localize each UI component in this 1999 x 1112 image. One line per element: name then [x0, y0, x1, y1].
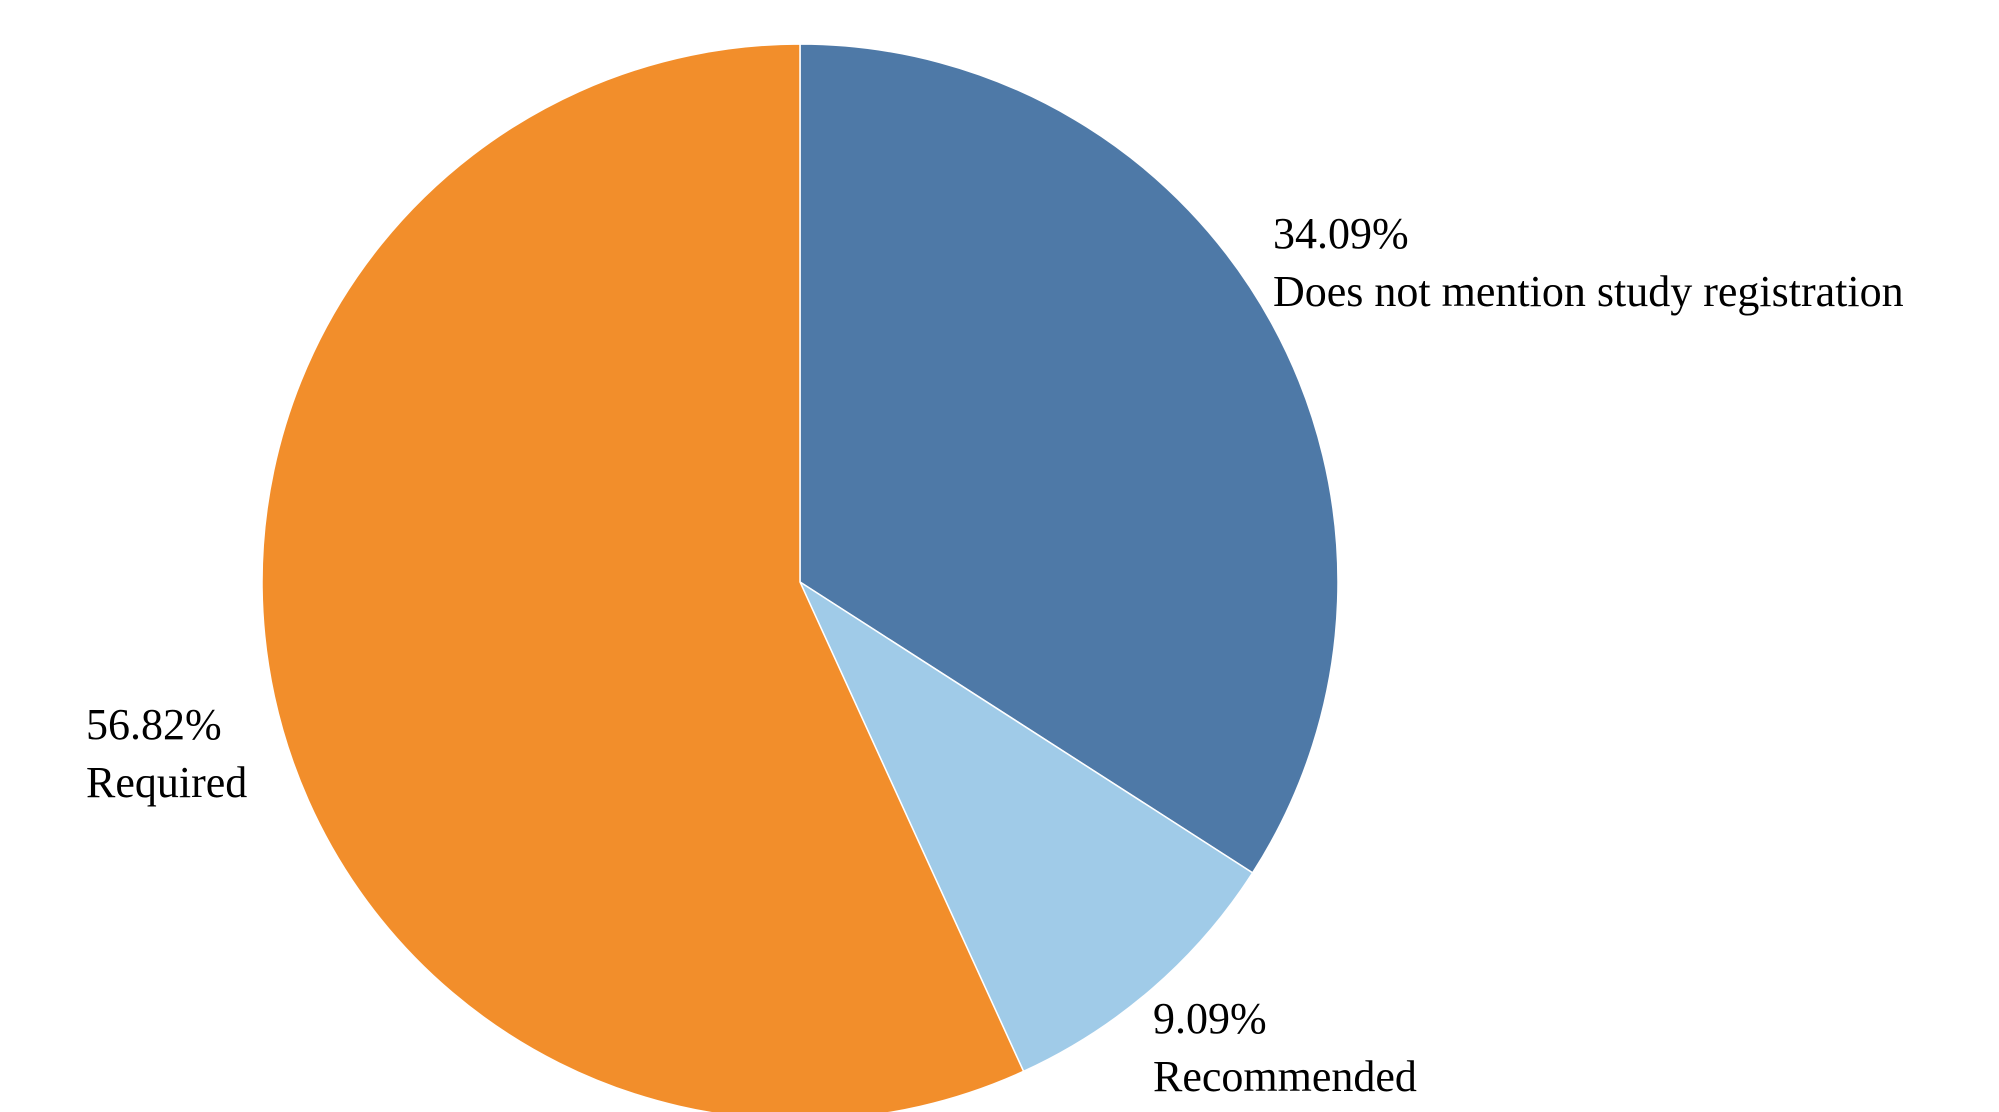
slice-label-recommended: 9.09% Recommended	[1153, 994, 1417, 1101]
slice-percent: 9.09%	[1153, 994, 1267, 1043]
pie-labels: 34.09% Does not mention study registratio…	[86, 209, 1904, 1101]
slice-category: Does not mention study registration	[1273, 267, 1904, 316]
slice-category: Required	[86, 758, 247, 807]
pie-slice-recommended	[798, 579, 1254, 1073]
slice-percent: 34.09%	[1273, 209, 1409, 258]
slice-label-does-not-mention-study-registration: 34.09% Does not mention study registratio…	[1273, 209, 1904, 316]
slice-label-required: 56.82% Required	[86, 700, 247, 807]
pie-slice-does-not-mention-study-registration	[799, 43, 1339, 874]
pie-slices	[261, 43, 1339, 1112]
pie-slice-required	[261, 43, 1025, 1112]
slice-category: Recommended	[1153, 1052, 1417, 1101]
slice-percent: 56.82%	[86, 700, 222, 749]
